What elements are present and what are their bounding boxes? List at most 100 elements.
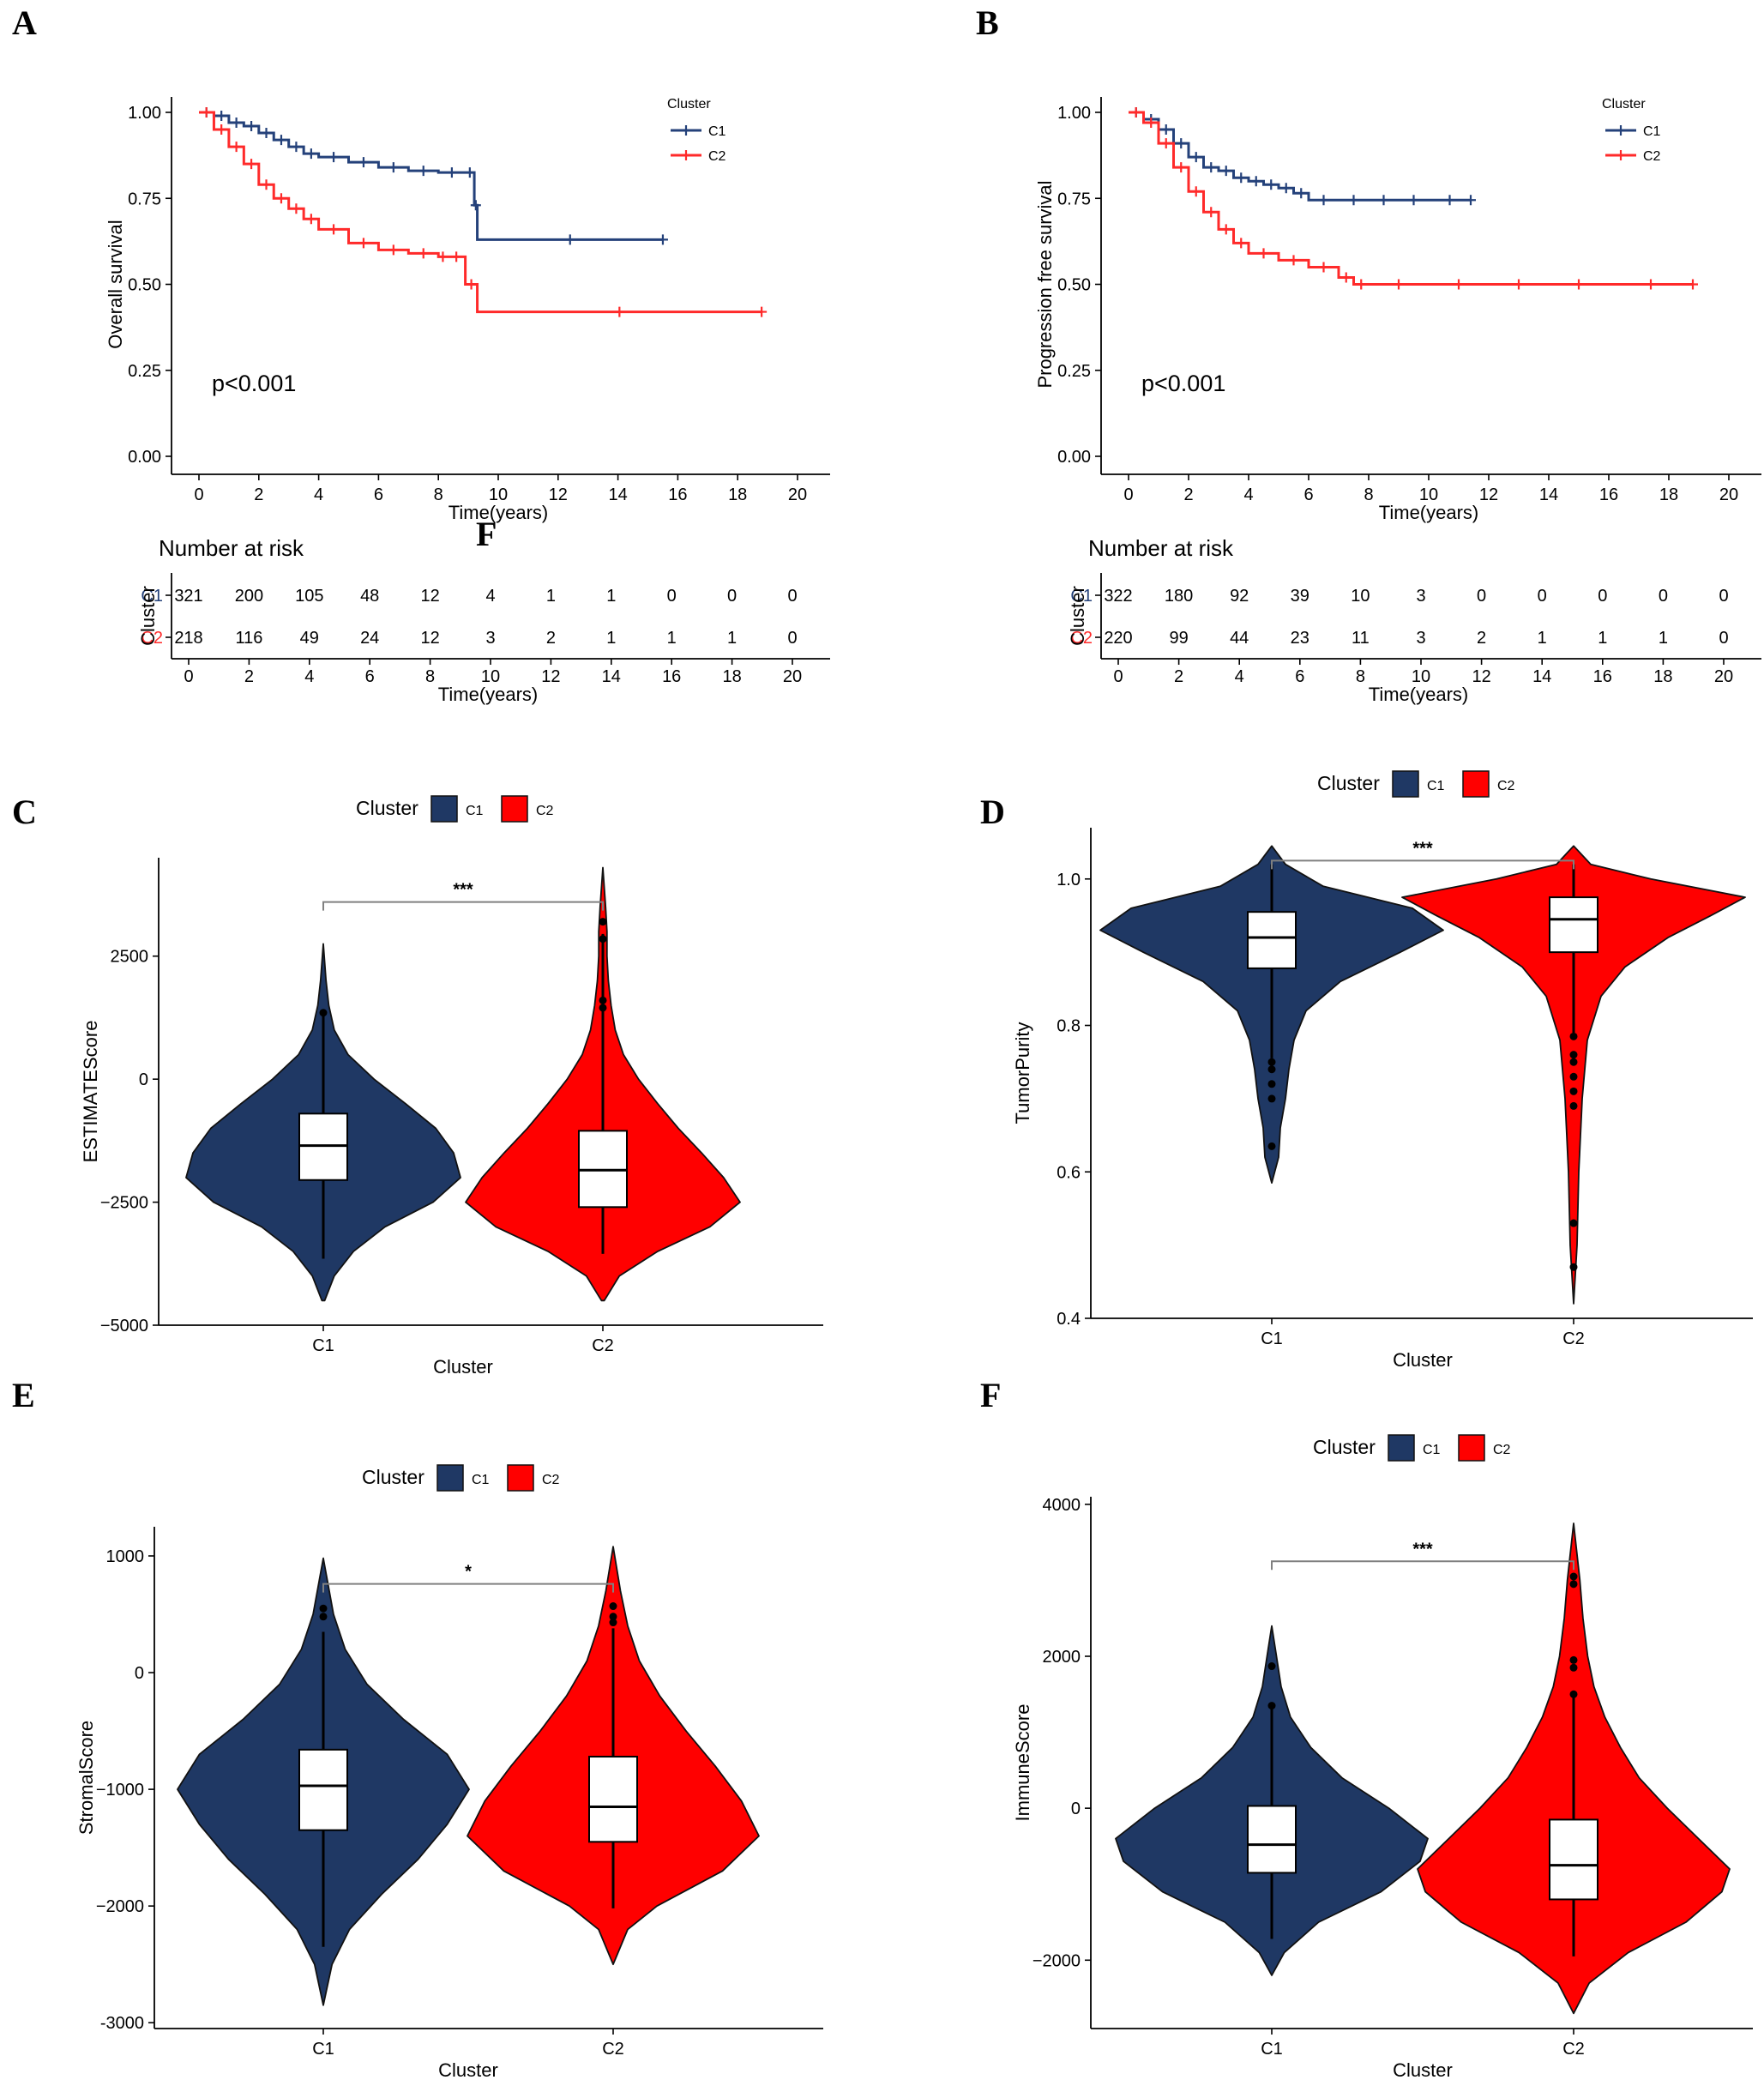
censor-mark [261,179,272,190]
censor-mark [564,234,575,245]
censor-mark [1394,279,1404,290]
y-tick-label: 0 [139,1070,148,1089]
x-tick-label: 10 [1419,485,1438,504]
outlier-point [609,1602,617,1611]
y-tick-label: 0.4 [1057,1310,1081,1329]
censor-mark [201,107,212,118]
x-tick-label: 16 [668,485,687,504]
box-c1 [298,1748,348,1831]
risk-cell: 3 [1416,629,1425,648]
legend-title: Cluster [1313,1436,1376,1458]
legend-swatch-c2 [501,795,528,823]
risk-x-axis-title: Time(years) [438,684,539,705]
y-axis-title: Overall survival [105,220,126,348]
risk-cell: 2 [1477,629,1486,648]
legend-title: Cluster [356,797,418,819]
censor-mark [1160,138,1171,149]
censor-mark [1688,279,1698,290]
legend-cross-c1 [681,125,691,136]
outlier-point [1569,1572,1578,1581]
y-axis-title: Progression free survival [1034,180,1056,388]
x-axis-title: Cluster [433,1356,493,1378]
outlier-point [1267,1080,1276,1088]
censor-mark [246,121,257,132]
risk-cell: 1 [546,587,556,606]
panel-letter-a: A [12,3,37,42]
y-tick-label: 0.50 [128,276,161,295]
x-tick-label: 12 [1479,485,1498,504]
risk-cell: 44 [1230,629,1249,648]
risk-table-title: Number at risk [159,535,304,561]
x-tick-label: 6 [374,485,383,504]
censor-mark [291,142,302,153]
outlier-point [599,996,607,1004]
censor-mark [1176,138,1187,149]
risk-cell: 0 [667,587,677,606]
box-c1 [1247,911,1297,969]
y-tick-label: 4000 [1043,1496,1081,1515]
censor-mark [1348,195,1359,206]
censor-mark [1258,248,1269,259]
significance-bracket [1271,859,1574,870]
risk-x-tick-label: 20 [783,667,802,686]
y-tick-label: 0.50 [1057,276,1091,295]
legend-title: Cluster [1317,772,1380,794]
censor-mark [275,135,286,146]
censor-mark [1176,162,1187,173]
risk-x-tick-label: 0 [1113,667,1123,686]
y-tick-label: 0.25 [1057,362,1091,381]
x-tick-label: 2 [1183,485,1193,504]
risk-x-tick-label: 2 [1174,667,1183,686]
outlier-point [1267,1094,1276,1103]
outlier-point [1267,1142,1276,1150]
x-tick-label: 0 [1123,485,1133,504]
outlier-point [1569,1072,1578,1081]
x-tick-label-c1: C1 [312,2040,334,2059]
risk-cell: 0 [1659,587,1668,606]
legend-title: Cluster [667,97,711,112]
x-tick-label: 4 [314,485,323,504]
y-tick-label: 0.00 [128,448,161,467]
risk-y-axis-title: Cluster [1067,586,1088,646]
risk-x-tick-label: 14 [602,667,621,686]
box-c2 [588,1756,638,1843]
risk-cell: 1 [1598,629,1607,648]
legend-item-c2: C2 [542,1473,560,1487]
censor-mark [466,279,477,290]
outlier-point [1267,1058,1276,1066]
risk-x-tick-label: 6 [365,667,375,686]
outlier-point [1569,1663,1578,1672]
significance-bracket [1271,1560,1574,1571]
y-tick-label: 0.25 [128,362,161,381]
legend-item-c2: C2 [536,804,554,818]
censor-mark [216,111,227,122]
censor-mark [1236,238,1247,249]
censor-mark [1454,279,1464,290]
risk-cell: 39 [1291,587,1309,606]
outlier-point [1569,1051,1578,1059]
p-value-label: p<0.001 [1141,371,1225,396]
y-axis-title: TumorPurity [1012,1022,1033,1124]
outlier-point [1569,1101,1578,1110]
risk-row-label-c2: C2 [141,629,163,648]
risk-cell: 1 [1538,629,1547,648]
legend-title: Cluster [362,1466,424,1488]
censor-mark [1206,207,1217,218]
y-tick-label: 0 [135,1664,144,1683]
censor-mark [451,251,462,262]
km-plot-b: 0.000.250.500.751.000 2 4 6 8 10 12 14 16 18 20Tim… [1034,97,1761,705]
x-tick-label: 8 [1364,485,1373,504]
significance-bracket [322,1583,614,1593]
y-tick-label: 0.6 [1057,1163,1081,1182]
outlier-point [1569,1032,1578,1040]
censor-mark [1266,179,1277,190]
legend-swatch-c1 [436,1464,464,1492]
outlier-point [599,935,607,944]
risk-cell: 220 [1104,629,1132,648]
risk-x-tick-label: 18 [1653,667,1672,686]
censor-mark [1444,195,1455,206]
violin-plot-d: 0.4 0.6 0.8 1.0 C1 C2 Cluster TumorPurity *** Clu… [1012,770,1753,1371]
outlier-point [1569,1690,1578,1698]
censor-mark [358,238,369,249]
